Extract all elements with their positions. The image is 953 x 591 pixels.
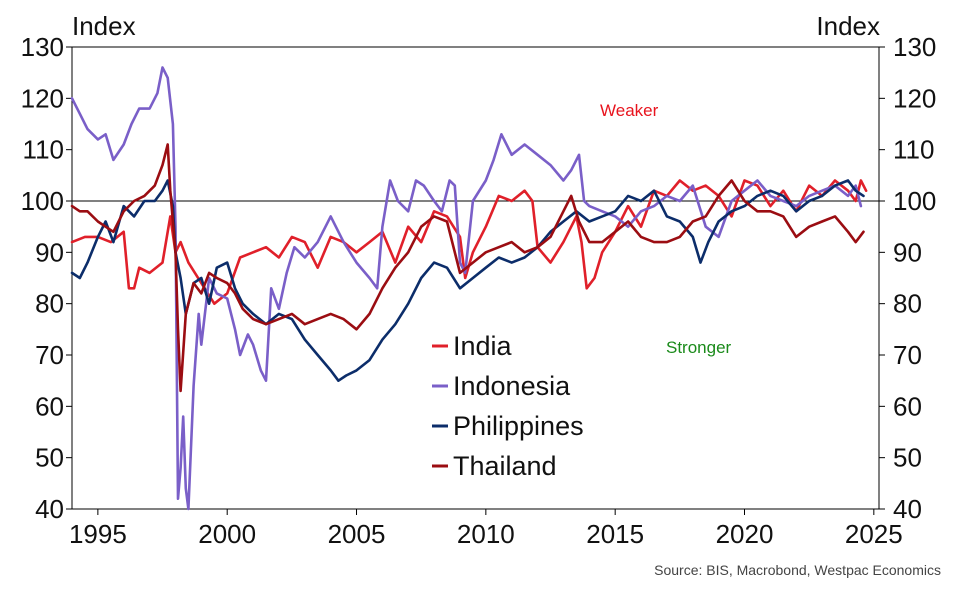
right-axis-title: Index: [816, 11, 880, 41]
x-tick-label: 2005: [328, 519, 386, 549]
y-tick-label-left: 120: [21, 83, 64, 113]
x-tick-label: 2010: [457, 519, 515, 549]
x-tick-label: 1995: [69, 519, 127, 549]
y-tick-label-right: 110: [893, 135, 934, 165]
plot-area-frame: [71, 46, 880, 510]
x-tick-label: 2000: [198, 519, 256, 549]
legend-label-thailand: Thailand: [453, 451, 557, 481]
y-tick-label-right: 40: [893, 494, 922, 524]
annotation-stronger: Stronger: [666, 338, 732, 357]
y-tick-label-right: 130: [893, 32, 936, 62]
source-note: Source: BIS, Macrobond, Westpac Economic…: [654, 562, 941, 578]
legend: India Indonesia Philippines Thailand: [432, 331, 584, 481]
y-tick-label-left: 130: [21, 32, 64, 62]
y-tick-label-left: 60: [35, 391, 64, 421]
y-tick-label-left: 50: [35, 443, 64, 473]
plot-frame: [71, 46, 880, 510]
x-tick-label: 2015: [586, 519, 644, 549]
series-line-thailand: [70, 143, 865, 393]
y-tick-label-left: 100: [21, 186, 64, 216]
y-tick-label-right: 90: [893, 237, 922, 267]
annotation-weaker: Weaker: [600, 101, 659, 120]
y-tick-label-left: 110: [23, 135, 64, 165]
left-axis-title: Index: [72, 11, 136, 41]
x-axis: 1995 2000 2005 2010 2015 2020 2025: [69, 509, 903, 549]
y-tick-label-right: 60: [893, 391, 922, 421]
right-y-axis: 130 120 110 100 90 80 70 60 50 40: [879, 32, 936, 524]
y-tick-label-right: 50: [893, 443, 922, 473]
series-line-indonesia: [70, 66, 863, 511]
legend-label-india: India: [453, 331, 513, 361]
left-y-axis: 130 120 110 100 90 80 70 60 50 40: [21, 32, 72, 524]
y-tick-label-left: 80: [35, 289, 64, 319]
x-tick-label: 2025: [845, 519, 903, 549]
x-tick-label: 2020: [716, 519, 774, 549]
y-tick-label-right: 80: [893, 289, 922, 319]
y-tick-label-right: 70: [893, 340, 922, 370]
y-tick-label-right: 100: [893, 186, 936, 216]
y-tick-label-right: 120: [893, 83, 936, 113]
legend-label-philippines: Philippines: [453, 411, 584, 441]
series-lines: [70, 66, 868, 511]
y-tick-label-left: 90: [35, 237, 64, 267]
legend-label-indonesia: Indonesia: [453, 371, 571, 401]
y-tick-label-left: 40: [35, 494, 64, 524]
y-tick-label-left: 70: [35, 340, 64, 370]
